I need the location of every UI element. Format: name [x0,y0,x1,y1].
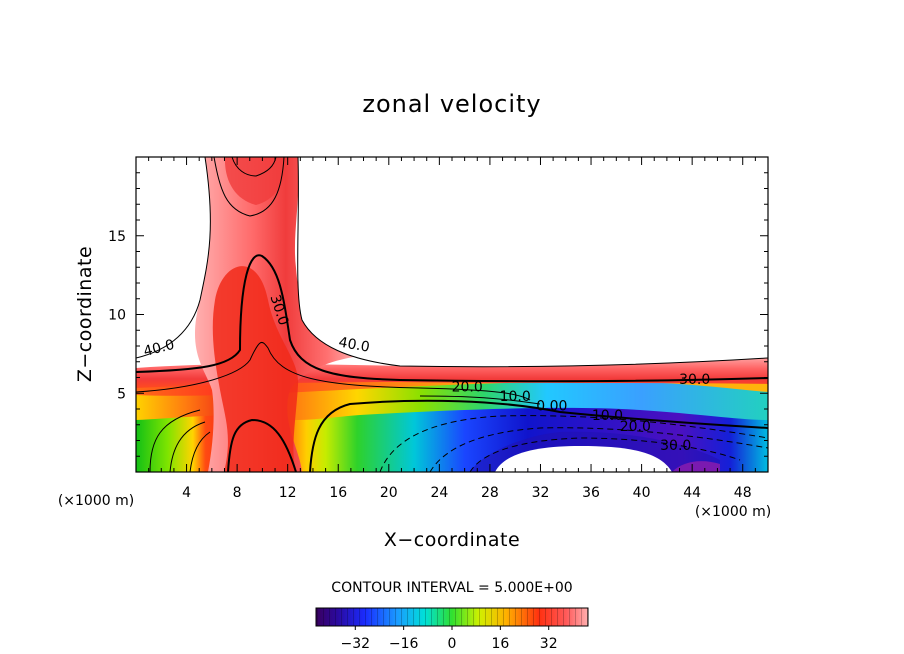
x-axis: 4 8 12 16 20 24 28 32 36 40 44 48 [148,157,756,501]
contour-line-zero [309,399,768,472]
contour-value-label: 40.0 [142,337,176,360]
x-tick-label: 20 [380,485,398,501]
contour-line-10 [419,395,541,405]
contour-value-label: 10.0 [592,408,623,424]
contour-value-label: 30.0 [679,372,710,388]
contour-line-column-top [231,157,277,177]
y-tick-label: 15 [108,229,126,245]
contour-value-label: 10.0 [500,389,531,405]
contour-value-label: 40.0 [337,335,370,356]
x-axis-label: X−coordinate [384,529,520,551]
field-upper-blank-left [136,157,211,358]
colorbar-stripes [316,608,588,626]
field-upper-blank [297,157,768,367]
colorbar-tick-label: 32 [540,636,558,652]
field-column-top [224,157,286,205]
x-axis-unit-right: (×1000 m) [695,504,771,520]
contour-line-column-left [213,157,285,217]
colorbar-tick-label: 0 [448,636,457,652]
contour-line-neg-10 [379,415,768,472]
x-tick-label: 40 [633,485,651,501]
contour-value-label: 20.0 [452,380,483,396]
contour-interval-label: CONTOUR INTERVAL = 5.000E+00 [331,580,572,596]
x-tick-label: 36 [582,485,600,501]
colorbar-tick-label: −32 [341,636,371,652]
x-tick-label: 8 [233,485,242,501]
colorbar-ticks: −32 −16 0 16 32 [341,626,558,652]
x-tick-label: 48 [734,485,752,501]
colorbar-tick-label: 16 [491,636,509,652]
x-tick-label: 16 [329,485,347,501]
contour-value-label: 20.0 [620,419,651,435]
y-tick-label: 10 [108,308,126,324]
velocity-field [136,157,768,472]
x-axis-unit-left: (×1000 m) [58,493,134,509]
contour-line-40 [136,157,768,368]
y-axis: 5 10 15 [108,172,768,457]
contour-line-thick-30 [136,254,768,383]
contour-value-label: 30.0 [660,438,691,454]
x-tick-label: 44 [683,485,701,501]
x-tick-label: 28 [481,485,499,501]
colorbar: −32 −16 0 16 32 [315,607,589,652]
chart-title: zonal velocity [362,90,541,118]
colorbar-tick-label: −16 [389,636,419,652]
x-tick-label: 4 [182,485,191,501]
x-tick-label: 32 [532,485,550,501]
x-tick-label: 24 [430,485,448,501]
y-tick-label: 5 [117,386,126,402]
contour-line-neg-20 [429,427,768,472]
field-violet-tail [672,461,720,472]
contour-line-column-core [227,418,297,472]
field-white-gap [495,446,672,472]
contour-line-ground-left [149,409,211,472]
field-column-core [212,266,299,472]
y-axis-label: Z−coordinate [74,246,96,382]
contour-lines [136,157,768,472]
contour-value-label: 0.00 [536,399,567,415]
x-tick-label: 12 [279,485,297,501]
contour-line-20 [136,341,531,401]
